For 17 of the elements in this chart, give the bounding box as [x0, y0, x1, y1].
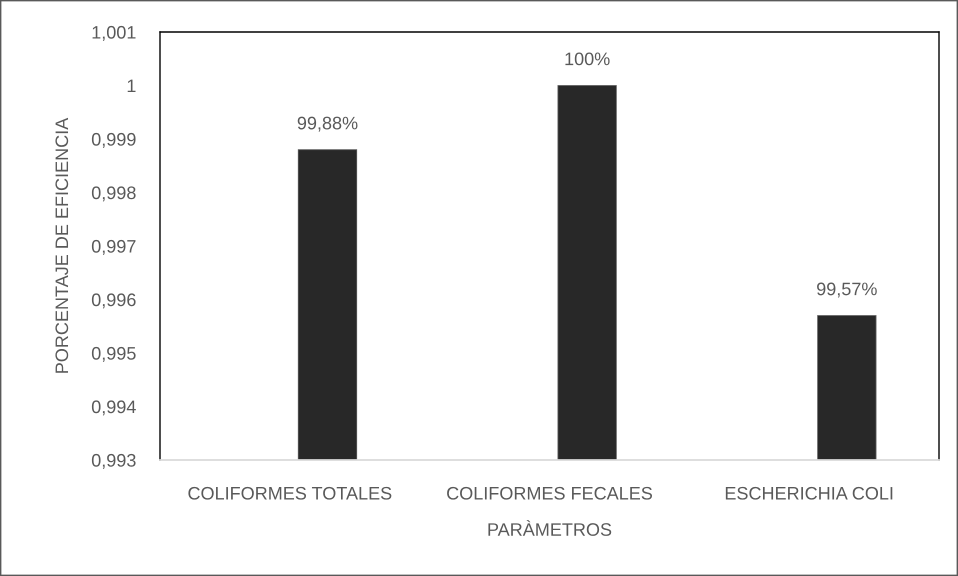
data-label: 99,88% [298, 116, 358, 132]
data-label: 99,57% [817, 282, 877, 298]
y-tick-label: 1 [128, 80, 136, 92]
y-tick-label: 0,994 [92, 400, 136, 416]
y-tick-label: 0,999 [92, 132, 136, 148]
x-tick-label: COLIFORMES FECALES [447, 486, 652, 500]
x-tick-label: COLIFORMES TOTALES [188, 486, 392, 500]
data-label: 100% [565, 52, 610, 66]
y-axis-title: PORCENTAJE DE EFICIENCIA [55, 118, 68, 373]
y-tick-label: 1,001 [92, 26, 136, 41]
y-tick-label: 0,993 [92, 454, 136, 469]
y-tick-label: 0,996 [92, 293, 136, 308]
x-tick-label: ESCHERICHIA COLI [726, 486, 892, 500]
y-tick-label: 0,997 [92, 240, 136, 255]
y-tick-label: 0,995 [92, 346, 136, 362]
y-tick-label: 0,998 [92, 186, 136, 202]
x-axis-title: PARÀMETROS [488, 520, 612, 536]
